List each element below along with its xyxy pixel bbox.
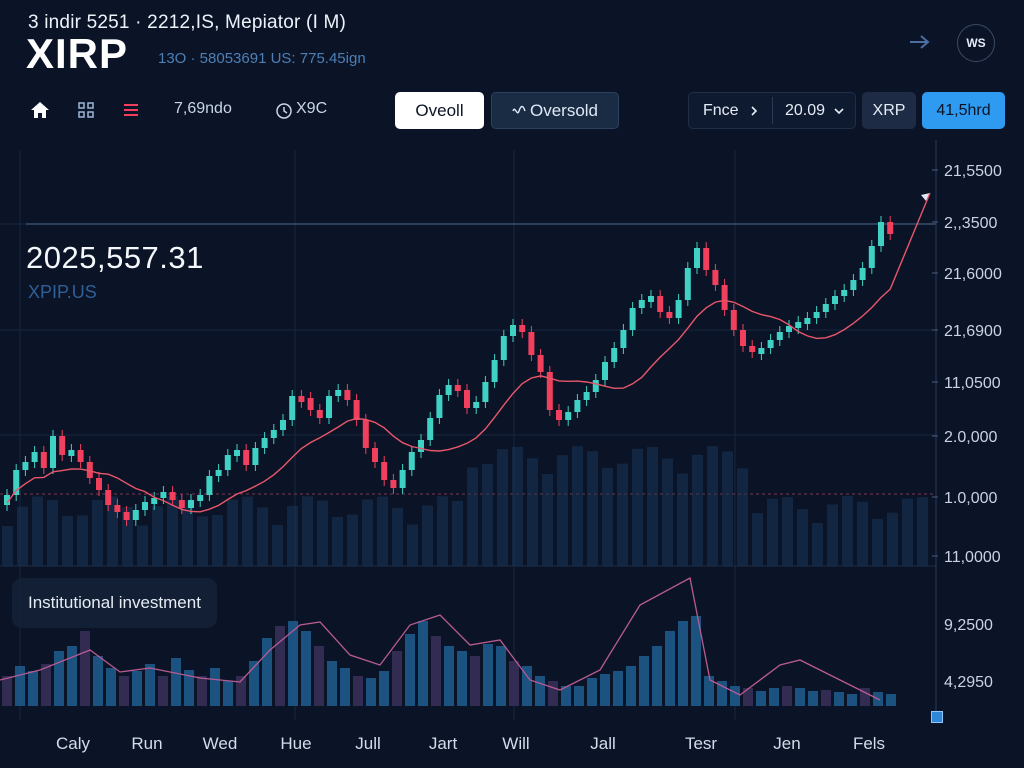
current-price: 2025,557.31 (26, 240, 204, 275)
x-axis-label: Jen (773, 734, 800, 753)
chart-grid (0, 140, 937, 720)
chevron-right-icon (749, 105, 759, 117)
x-axis-label: Jull (355, 734, 381, 753)
x-axis-label: Fels (853, 734, 885, 753)
home-icon[interactable] (28, 98, 52, 122)
x-axis-label: Run (131, 734, 162, 753)
volume-bars (2, 446, 928, 566)
price-value: 20.09 (785, 101, 826, 119)
symbol-chip[interactable]: XRP (862, 92, 916, 129)
price-filter-label: Fnce (703, 101, 739, 119)
x-axis-label: Hue (280, 734, 311, 753)
profile-button[interactable]: WS (957, 24, 995, 62)
moving-average-line (6, 192, 931, 513)
overall-button[interactable]: Oveoll (395, 92, 484, 129)
y-axis-label: 21,6900 (944, 323, 1002, 340)
x-axis-label: Wed (203, 734, 238, 753)
candlesticks (4, 193, 930, 526)
instrument-subtitle: 3 indir 5251 · 2212,IS, Mepiator (I M) (28, 12, 347, 33)
price-filter-button[interactable]: Fnce (703, 92, 759, 129)
x-axis-label: Jart (429, 734, 458, 753)
indicator-axis-label: 4,2950 (944, 674, 993, 691)
indicator-bars (2, 616, 896, 706)
menu-icon[interactable] (119, 98, 143, 122)
y-axis-label: 11,0000 (944, 549, 1001, 566)
y-axis-label: 1.0,000 (944, 490, 997, 507)
x-axis: Caly Run Wed Hue Jull Jart Will Jall Tesr Jen Fels (56, 734, 885, 753)
divider (772, 97, 773, 124)
pulse-icon (512, 104, 526, 118)
instrument-title: XIRP (26, 30, 129, 77)
chevron-down-icon (833, 106, 845, 116)
indicator-label: Institutional investment (12, 578, 217, 628)
price-symbol: XPIP.US (28, 282, 97, 302)
oversold-button[interactable]: Oversold (491, 92, 619, 129)
grid-icon[interactable] (74, 98, 98, 122)
instrument-meta: 13O · 58053691 US: 775.45ign (158, 50, 366, 67)
y-axis-label: 2.0,000 (944, 429, 997, 446)
y-axis-label: 11,0500 (944, 375, 1001, 392)
indicator-line (0, 577, 881, 701)
y-axis-label: 2,,3500 (944, 215, 997, 232)
x-axis-label: Tesr (685, 734, 717, 753)
toolbar-stat-1: 7,69ndo (174, 100, 232, 117)
arrow-right-icon[interactable] (906, 28, 934, 56)
resize-handle[interactable] (931, 711, 943, 723)
range-chip[interactable]: 41,5hrd (922, 92, 1005, 129)
x-axis-label: Jall (590, 734, 616, 753)
y-axis-label: 21,5500 (944, 163, 1002, 180)
clock-icon (272, 99, 296, 123)
indicator-axis-label: 9,2500 (944, 617, 993, 634)
oversold-label: Oversold (529, 100, 599, 120)
y-axis-label: 21,6000 (944, 266, 1002, 283)
y-axis: 21,5500 2,,3500 21,6000 21,6900 11,0500 2.0,0… (932, 163, 1002, 691)
toolbar-stat-2: X9C (296, 100, 328, 117)
x-axis-label: Caly (56, 734, 91, 753)
price-value-dropdown[interactable]: 20.09 (785, 92, 845, 129)
x-axis-label: Will (502, 734, 529, 753)
